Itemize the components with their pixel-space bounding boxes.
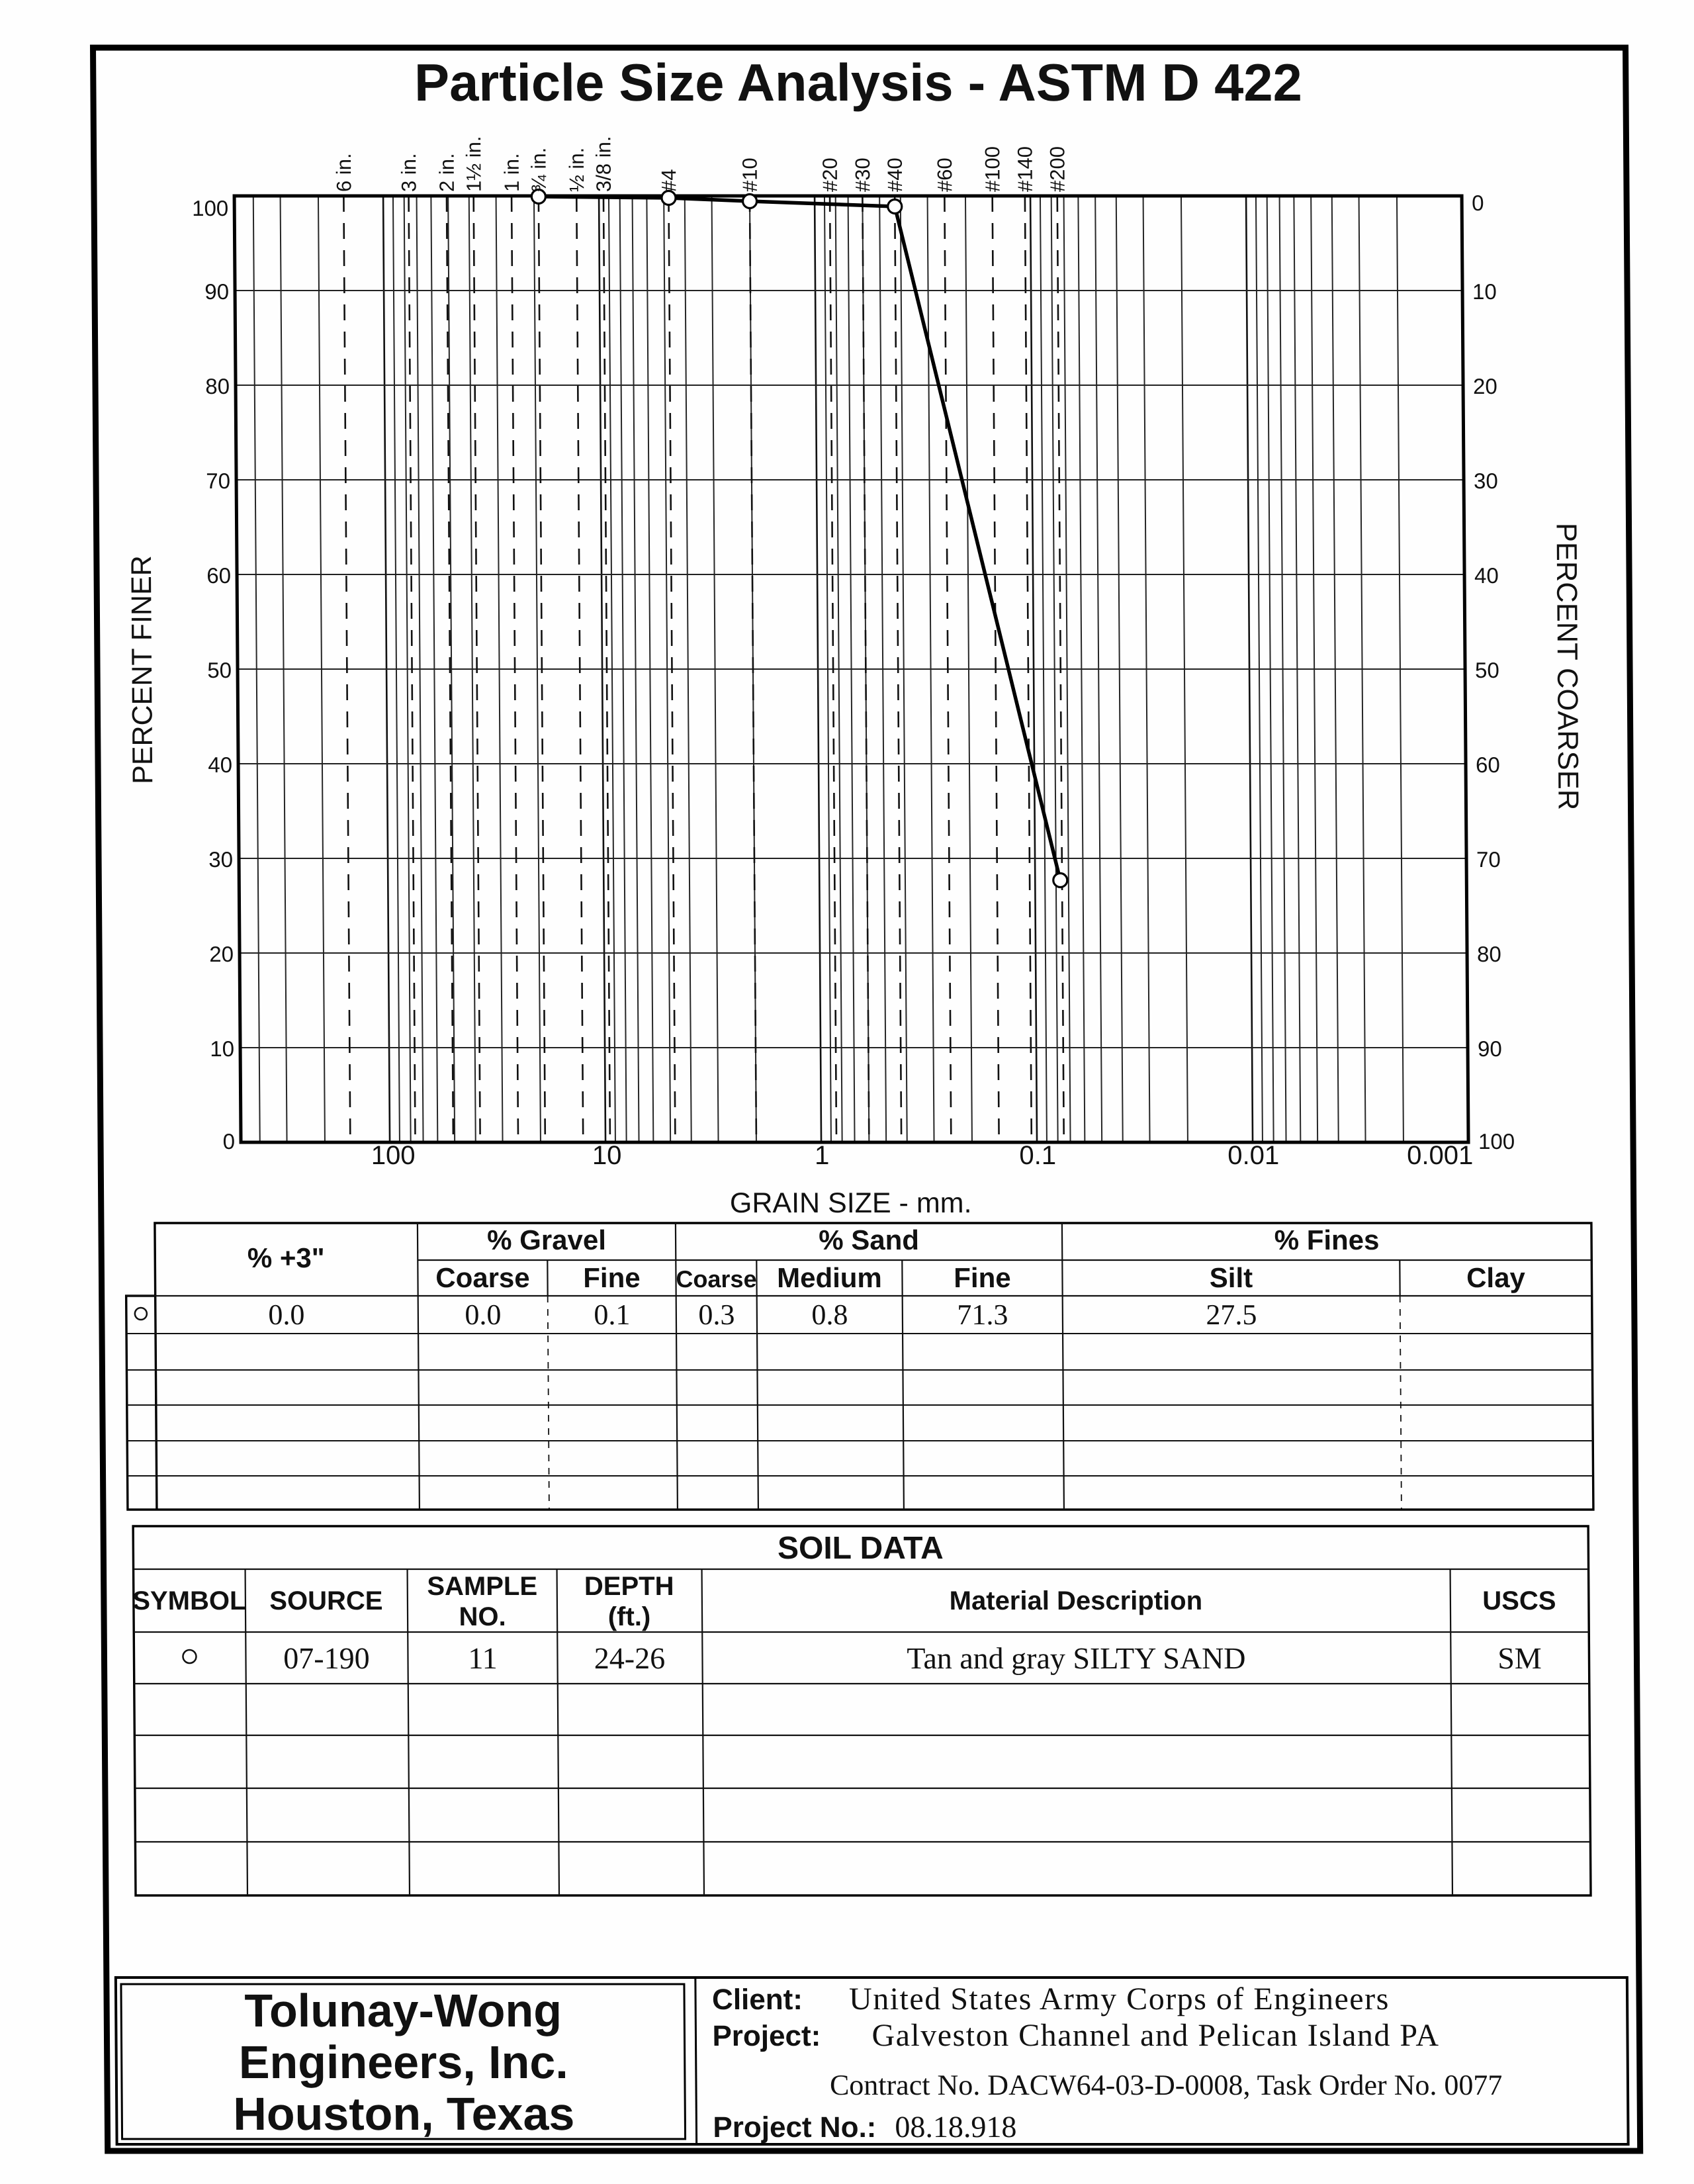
svg-text:Project:: Project: xyxy=(712,2020,821,2052)
svg-text:50: 50 xyxy=(207,658,232,682)
svg-text:60: 60 xyxy=(1476,752,1500,777)
svg-text:% Sand: % Sand xyxy=(819,1224,919,1255)
svg-text:Fine: Fine xyxy=(954,1262,1011,1293)
svg-text:SAMPLE: SAMPLE xyxy=(427,1572,537,1601)
svg-text:USCS: USCS xyxy=(1482,1586,1556,1615)
svg-text:30: 30 xyxy=(208,847,233,872)
svg-text:#60: #60 xyxy=(933,158,956,192)
svg-text:2 in.: 2 in. xyxy=(435,153,459,192)
svg-text:0.01: 0.01 xyxy=(1227,1141,1279,1170)
svg-text:24-26: 24-26 xyxy=(594,1641,666,1675)
svg-text:1: 1 xyxy=(815,1141,830,1170)
svg-text:#10: #10 xyxy=(738,158,762,192)
svg-text:½ in.: ½ in. xyxy=(565,148,588,192)
svg-text:30: 30 xyxy=(1474,469,1498,493)
svg-text:DEPTH: DEPTH xyxy=(584,1572,674,1601)
svg-text:Galveston Channel and Pelican: Galveston Channel and Pelican Island PA xyxy=(871,2018,1439,2053)
svg-text:SOURCE: SOURCE xyxy=(269,1586,382,1615)
svg-text:Silt: Silt xyxy=(1210,1262,1253,1293)
svg-text:% +3": % +3" xyxy=(247,1242,325,1273)
svg-text:PERCENT COARSER: PERCENT COARSER xyxy=(1550,523,1584,810)
svg-text:0.1: 0.1 xyxy=(594,1298,630,1331)
svg-text:10: 10 xyxy=(592,1141,622,1170)
svg-text:20: 20 xyxy=(1473,374,1497,398)
svg-text:08.18.918: 08.18.918 xyxy=(895,2110,1016,2144)
svg-text:PERCENT FINER: PERCENT FINER xyxy=(126,555,159,784)
svg-text:GRAIN SIZE - mm.: GRAIN SIZE - mm. xyxy=(730,1187,972,1219)
svg-text:Engineers, Inc.: Engineers, Inc. xyxy=(239,2036,568,2088)
svg-text:Fine: Fine xyxy=(583,1262,641,1293)
svg-text:Contract No. DACW64-03-D-0008,: Contract No. DACW64-03-D-0008, Task Orde… xyxy=(830,2069,1503,2101)
svg-text:¾ in.: ¾ in. xyxy=(527,148,550,192)
svg-text:Houston, Texas: Houston, Texas xyxy=(233,2088,575,2140)
svg-text:10: 10 xyxy=(1472,279,1497,304)
svg-text:80: 80 xyxy=(205,374,230,398)
svg-text:27.5: 27.5 xyxy=(1206,1298,1257,1331)
svg-text:70: 70 xyxy=(1476,847,1501,872)
svg-text:Medium: Medium xyxy=(777,1262,882,1293)
svg-text:% Fines: % Fines xyxy=(1274,1224,1380,1255)
svg-text:#140: #140 xyxy=(1013,146,1036,192)
svg-text:(ft.): (ft.) xyxy=(608,1602,651,1631)
svg-text:100: 100 xyxy=(192,196,228,220)
svg-text:Coarse: Coarse xyxy=(435,1262,530,1293)
svg-text:Client:: Client: xyxy=(712,1983,803,2016)
svg-text:71.3: 71.3 xyxy=(957,1298,1008,1331)
svg-text:NO.: NO. xyxy=(459,1602,506,1631)
svg-text:#100: #100 xyxy=(981,146,1004,192)
svg-text:1½ in.: 1½ in. xyxy=(462,136,486,192)
svg-text:20: 20 xyxy=(209,942,234,966)
svg-text:3 in.: 3 in. xyxy=(397,153,420,192)
svg-text:% Gravel: % Gravel xyxy=(487,1224,606,1255)
svg-text:80: 80 xyxy=(1477,942,1501,966)
svg-text:3/8 in.: 3/8 in. xyxy=(592,136,615,192)
svg-text:Clay: Clay xyxy=(1466,1262,1526,1293)
svg-text:60: 60 xyxy=(206,563,231,588)
svg-text:0.0: 0.0 xyxy=(268,1298,304,1331)
svg-text:SOIL DATA: SOIL DATA xyxy=(778,1531,944,1566)
svg-text:70: 70 xyxy=(206,469,230,493)
svg-text:1 in.: 1 in. xyxy=(500,153,523,192)
svg-text:#4: #4 xyxy=(657,169,680,192)
svg-text:0.1: 0.1 xyxy=(1019,1141,1056,1170)
svg-text:90: 90 xyxy=(1478,1036,1502,1061)
svg-text:SM: SM xyxy=(1497,1641,1542,1675)
svg-text:50: 50 xyxy=(1475,658,1499,682)
svg-text:100: 100 xyxy=(1478,1129,1515,1154)
svg-text:#20: #20 xyxy=(819,158,842,192)
svg-text:11: 11 xyxy=(468,1641,498,1675)
svg-text:0: 0 xyxy=(1472,191,1484,215)
svg-text:6 in.: 6 in. xyxy=(332,153,355,192)
svg-text:0.3: 0.3 xyxy=(698,1298,735,1331)
svg-text:0.0: 0.0 xyxy=(465,1298,501,1331)
svg-text:0: 0 xyxy=(223,1129,236,1154)
svg-text:100: 100 xyxy=(371,1141,416,1170)
svg-text:0.001: 0.001 xyxy=(1407,1141,1473,1170)
svg-text:#40: #40 xyxy=(883,158,907,192)
svg-text:Project No.:: Project No.: xyxy=(713,2111,876,2144)
svg-text:United States Army Corps of En: United States Army Corps of Engineers xyxy=(849,1981,1390,2017)
svg-text:#200: #200 xyxy=(1046,146,1069,192)
svg-text:40: 40 xyxy=(208,752,232,777)
svg-text:Tolunay-Wong: Tolunay-Wong xyxy=(244,1985,562,2036)
svg-text:10: 10 xyxy=(210,1036,234,1061)
svg-text:SYMBOL: SYMBOL xyxy=(132,1586,245,1615)
svg-text:Material Description: Material Description xyxy=(950,1586,1203,1615)
svg-text:07-190: 07-190 xyxy=(283,1641,370,1675)
svg-text:#30: #30 xyxy=(851,158,874,192)
svg-text:0.8: 0.8 xyxy=(811,1298,848,1331)
svg-text:Particle Size Analysis - ASTM: Particle Size Analysis - ASTM D 422 xyxy=(414,53,1302,112)
svg-text:Tan and gray SILTY SAND: Tan and gray SILTY SAND xyxy=(907,1641,1245,1675)
svg-text:Coarse: Coarse xyxy=(676,1265,756,1293)
svg-text:90: 90 xyxy=(204,279,229,304)
svg-text:40: 40 xyxy=(1474,563,1499,588)
